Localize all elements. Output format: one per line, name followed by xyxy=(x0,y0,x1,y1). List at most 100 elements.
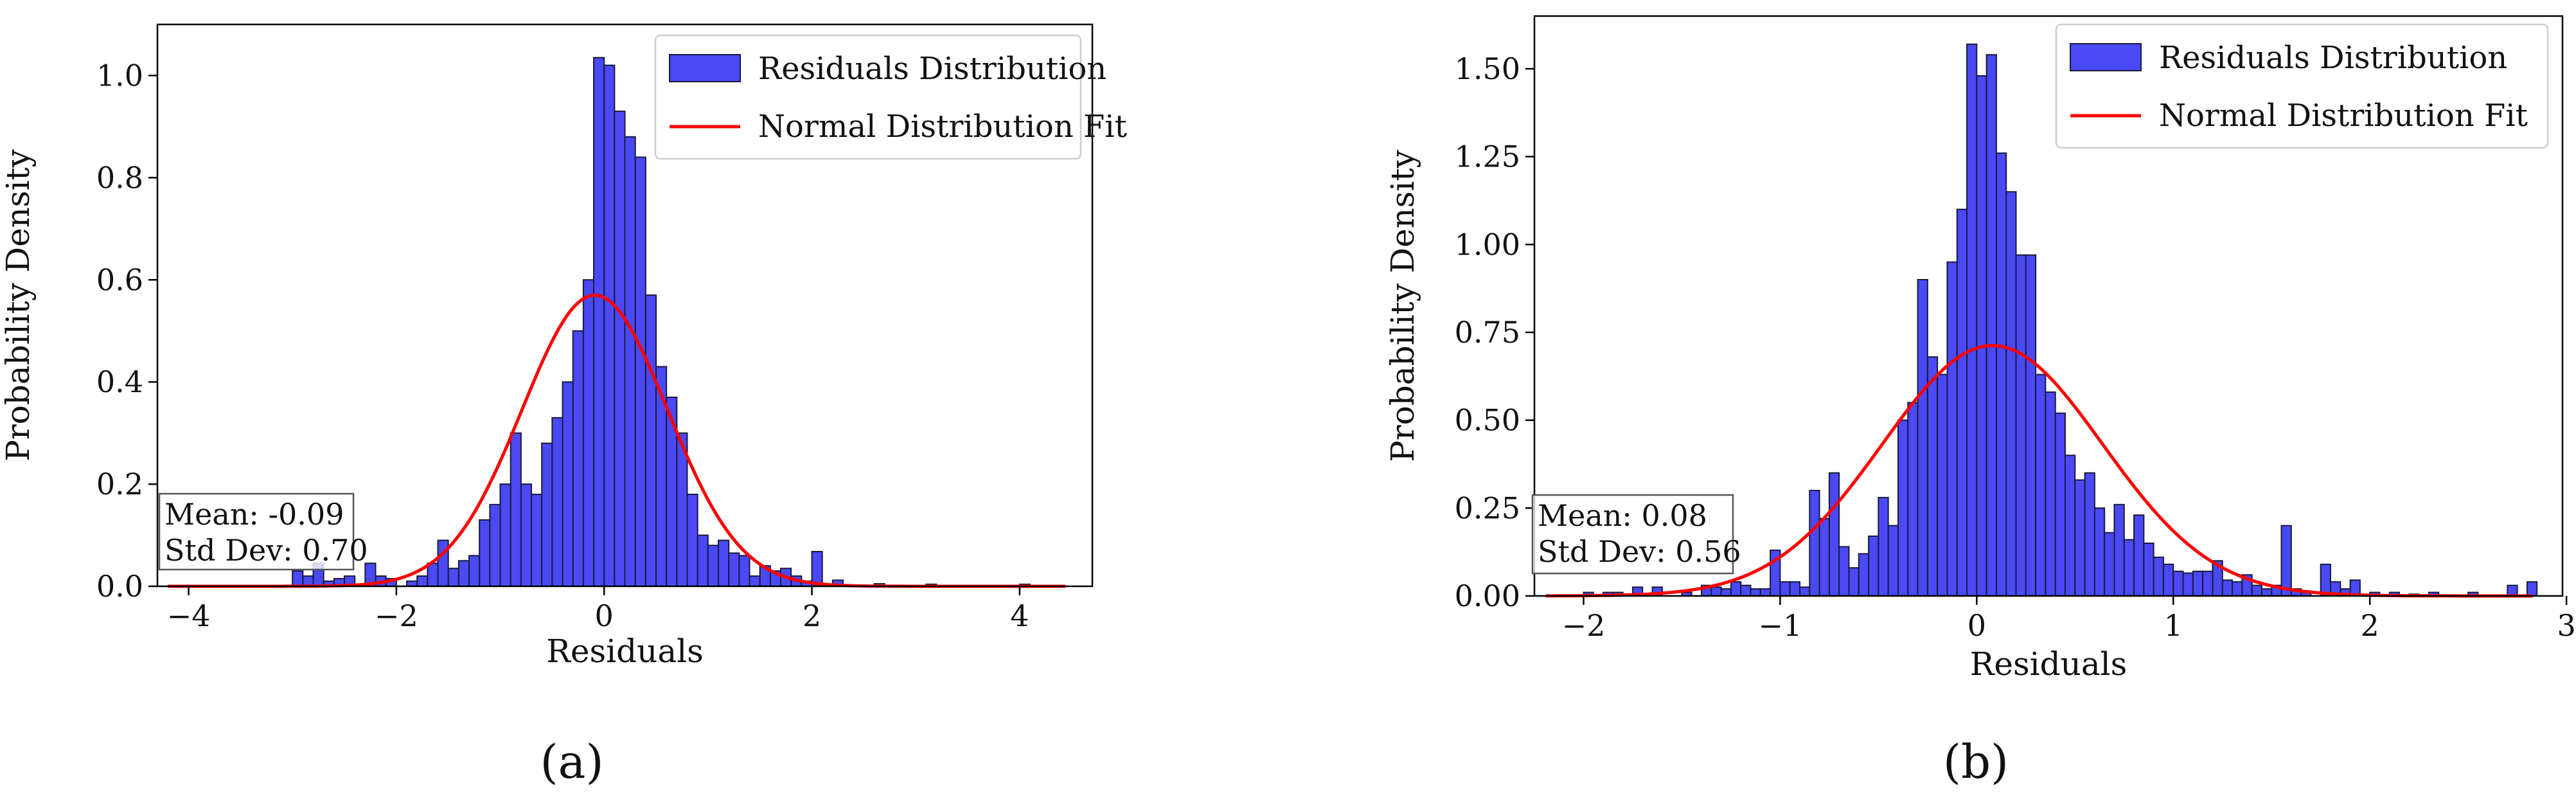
stats-std-text: Std Dev: 0.70 xyxy=(164,533,368,568)
histogram-bars xyxy=(292,57,1031,588)
y-tick-label: 0.4 xyxy=(96,364,143,399)
histogram-bar xyxy=(2221,579,2234,597)
histogram-bar xyxy=(1858,553,1870,597)
y-tick-label: 1.50 xyxy=(1455,51,1520,86)
histogram-bar xyxy=(2192,570,2204,597)
histogram-bar xyxy=(2074,479,2086,597)
histogram-bar xyxy=(1818,518,1830,597)
histogram-bar xyxy=(572,330,584,588)
histogram-bar xyxy=(531,493,543,587)
histogram-bar xyxy=(1926,356,1939,597)
y-tick-label: 0.0 xyxy=(96,569,143,604)
histogram-bar xyxy=(2045,391,2056,597)
histogram-bar xyxy=(1799,586,1811,597)
stats-box-frame xyxy=(1531,494,1734,575)
panel-label-a: (a) xyxy=(540,735,603,789)
x-tick-label: −1 xyxy=(1759,608,1802,643)
histogram-bar xyxy=(1966,43,1978,597)
histogram-bar xyxy=(1917,279,1928,597)
x-tick-label: 0 xyxy=(1968,608,1986,643)
plot-frame xyxy=(156,23,1094,588)
histogram-bar xyxy=(447,568,459,588)
histogram-bar xyxy=(1809,490,1820,597)
histogram-bar xyxy=(2084,472,2095,597)
histogram-bar xyxy=(697,534,709,588)
histogram-bar xyxy=(644,294,657,587)
stats-mean-text: Mean: 0.08 xyxy=(1538,498,1707,533)
histogram-bar xyxy=(479,519,491,588)
histogram-bar xyxy=(2113,503,2125,597)
plot-frame xyxy=(1533,15,2564,597)
histogram-bar xyxy=(1759,588,1772,597)
stats-std-text: Std Dev: 0.56 xyxy=(1538,534,1741,569)
x-tick-label: −2 xyxy=(375,598,418,633)
legend-entry-label: Normal Distribution Fit xyxy=(758,109,1127,145)
histogram-bar xyxy=(2261,588,2273,597)
y-tick-label: 0.6 xyxy=(96,262,143,297)
x-tick-label: 4 xyxy=(1010,598,1029,633)
y-tick-label: 0.8 xyxy=(96,160,143,195)
histogram-bar xyxy=(1946,261,1958,597)
histogram-bar xyxy=(489,503,501,588)
histogram-bar xyxy=(292,570,304,587)
histogram-bar xyxy=(718,539,730,587)
histogram-bar xyxy=(2251,584,2262,597)
x-tick-label: 0 xyxy=(595,598,614,633)
legend-swatch-bar xyxy=(669,54,741,82)
histogram-bar xyxy=(437,539,449,587)
legend-swatch-bar xyxy=(2070,43,2142,71)
histogram-bar xyxy=(2280,525,2292,597)
histogram-bar xyxy=(1750,588,1761,597)
y-tick-label: 0.2 xyxy=(96,467,143,501)
histogram-bar xyxy=(1907,402,1919,597)
legend: Residuals Distribution Normal Distributio… xyxy=(654,34,1127,160)
panel-b: −2 −1 0 1 2 3 0.00 0.25 0.50 0.75 1.00 1.25 1.50 Resi… xyxy=(1384,15,2576,683)
histogram-bar xyxy=(1878,496,1889,597)
legend-box xyxy=(654,34,1082,160)
histogram-bar xyxy=(603,64,616,587)
histogram-bar xyxy=(707,544,720,587)
histogram-bar xyxy=(510,432,522,587)
y-tick-label: 0.25 xyxy=(1455,491,1520,525)
x-tick-label: 1 xyxy=(2164,608,2183,643)
x-tick-label: 3 xyxy=(2557,608,2575,643)
y-tick-label: 0.00 xyxy=(1455,579,1520,613)
histogram-bar xyxy=(427,562,439,588)
histogram-bar xyxy=(2232,581,2243,597)
histogram-bar xyxy=(1848,567,1860,597)
histogram-bar xyxy=(2005,191,2017,597)
histogram-bar xyxy=(2172,570,2184,597)
y-tick-label: 1.0 xyxy=(96,58,143,93)
y-tick-label: 0.75 xyxy=(1455,315,1520,350)
histogram-bar xyxy=(1828,472,1840,597)
histogram-bar xyxy=(2526,581,2538,597)
histogram-bar xyxy=(1779,581,1791,597)
histogram-bar xyxy=(2143,543,2154,597)
histogram-bar xyxy=(457,560,470,587)
y-axis-label: Probability Density xyxy=(1384,149,1421,462)
y-axis-label: Probability Density xyxy=(0,148,37,461)
x-axis-label: Residuals xyxy=(546,633,704,670)
histogram-bar xyxy=(2093,507,2106,597)
histogram-bar xyxy=(2104,532,2115,597)
y-tick-label: 1.25 xyxy=(1455,140,1520,174)
histogram-bar xyxy=(499,483,511,587)
histogram-bar xyxy=(2054,412,2066,597)
stats-mean-text: Mean: -0.09 xyxy=(164,497,344,532)
histogram-bar xyxy=(562,381,574,587)
histogram-bar xyxy=(541,442,553,588)
histogram-bar xyxy=(520,483,532,587)
x-axis-label: Residuals xyxy=(1970,645,2127,683)
x-tick-label: −2 xyxy=(1562,608,1606,643)
stats-box-frame xyxy=(158,492,355,571)
histogram-bar xyxy=(624,136,636,588)
legend: Residuals Distribution Normal Distributio… xyxy=(2055,23,2549,149)
histogram-bar xyxy=(2153,556,2164,597)
histogram-bar xyxy=(811,550,823,587)
histogram-bar xyxy=(2133,514,2145,597)
histogram-bar xyxy=(1789,581,1801,597)
histogram-bar xyxy=(2035,374,2047,597)
histogram-bar xyxy=(593,57,605,588)
